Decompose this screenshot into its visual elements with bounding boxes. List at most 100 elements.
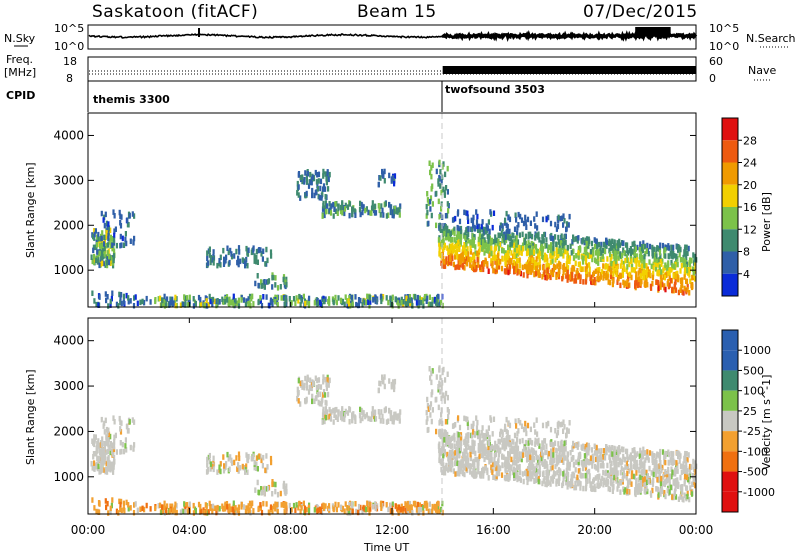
power-cell — [619, 273, 623, 279]
power-cell — [353, 208, 356, 214]
velocity-cell — [344, 501, 347, 507]
power-cell — [91, 258, 94, 265]
power-cell — [307, 183, 311, 189]
power-cell — [182, 301, 185, 308]
power-cell — [208, 293, 211, 300]
velocity-cell — [447, 461, 450, 467]
power-cell — [304, 170, 307, 176]
velocity-cell — [643, 450, 647, 456]
velocity-cell — [304, 507, 307, 514]
power-cell — [300, 298, 303, 304]
velocity-cell — [520, 451, 523, 457]
power-cell — [388, 172, 391, 179]
power-cell — [290, 300, 293, 306]
velocity-cell — [626, 448, 629, 455]
velocity-cell — [537, 475, 540, 482]
power-cell — [562, 222, 565, 228]
freq-unit-label: [MHz] — [4, 66, 36, 79]
power-cell — [515, 253, 518, 259]
power-cell — [612, 271, 615, 277]
power-cell — [490, 237, 494, 244]
power-cell — [557, 271, 560, 278]
power-cell — [344, 294, 347, 300]
power-cell — [584, 266, 587, 272]
velocity-cell — [240, 504, 243, 510]
velocity-cell — [316, 388, 319, 395]
power-cell — [647, 250, 650, 257]
power-cell — [642, 240, 645, 246]
velocity-cell — [454, 460, 457, 467]
power-cell — [393, 173, 397, 179]
power-cell — [690, 284, 694, 291]
velocity-cell — [593, 450, 596, 456]
velocity-cell — [479, 434, 482, 441]
power-cell — [524, 240, 527, 247]
velocity-cell — [547, 450, 550, 457]
velocity-cell — [472, 446, 475, 452]
velocity-cell — [460, 436, 463, 442]
power-cell — [446, 226, 449, 233]
power-cell — [225, 254, 228, 261]
power-cell — [442, 186, 445, 193]
velocity-cell — [451, 435, 454, 442]
velocity-cell — [355, 508, 358, 515]
velocity-cell — [652, 477, 655, 484]
velocity-cell — [211, 508, 214, 514]
power-cell — [641, 244, 644, 250]
power-cell — [588, 271, 591, 277]
velocity-cell — [600, 456, 603, 463]
power-colorbar-tick-label: 16 — [743, 201, 757, 214]
velocity-cell — [520, 423, 524, 429]
power-cell — [447, 249, 450, 256]
power-cell — [598, 275, 601, 282]
velocity-cell — [444, 419, 447, 425]
power-cell — [440, 299, 443, 306]
velocity-cell — [506, 474, 509, 480]
power-cell — [591, 256, 594, 263]
power-cell — [121, 235, 124, 242]
power-cell — [163, 293, 166, 300]
power-cell — [508, 228, 511, 235]
power-cell — [427, 200, 430, 206]
velocity-cell — [477, 433, 480, 440]
power-cell — [503, 239, 506, 245]
velocity-cell — [519, 419, 522, 426]
power-cell — [470, 242, 473, 248]
power-cell — [90, 254, 93, 260]
power-cell — [199, 296, 202, 303]
power-cell — [541, 253, 544, 259]
velocity-cell — [204, 502, 207, 508]
power-cell — [471, 233, 474, 239]
velocity-cell — [136, 507, 139, 514]
power-cell — [429, 301, 432, 308]
power-cell — [494, 237, 497, 244]
power-cell — [260, 279, 263, 285]
power-colorbar-tick-label: 12 — [743, 223, 757, 236]
velocity-cell — [609, 446, 612, 453]
power-cell — [643, 259, 646, 265]
power-cell — [563, 234, 566, 240]
power-cell — [428, 160, 431, 166]
power-cell — [107, 225, 111, 231]
power-cell — [439, 226, 442, 232]
velocity-cell — [437, 404, 440, 411]
velocity-cell — [506, 435, 509, 441]
velocity-cell — [103, 429, 106, 435]
velocity-cell — [537, 440, 540, 446]
power-cell — [98, 250, 101, 256]
power-cell — [209, 298, 212, 305]
velocity-cell — [669, 484, 672, 491]
power-cell — [319, 299, 322, 306]
power-cell — [322, 173, 325, 179]
velocity-cell — [584, 472, 587, 479]
power-cell — [206, 250, 209, 256]
power-cell — [109, 260, 112, 266]
velocity-cell — [120, 498, 123, 505]
velocity-cell — [568, 420, 571, 426]
velocity-cell — [456, 440, 459, 447]
power-cell — [547, 214, 550, 221]
velocity-cell — [514, 473, 517, 480]
power-cell — [385, 213, 388, 219]
velocity-cell — [507, 476, 510, 482]
power-cell — [550, 246, 553, 252]
